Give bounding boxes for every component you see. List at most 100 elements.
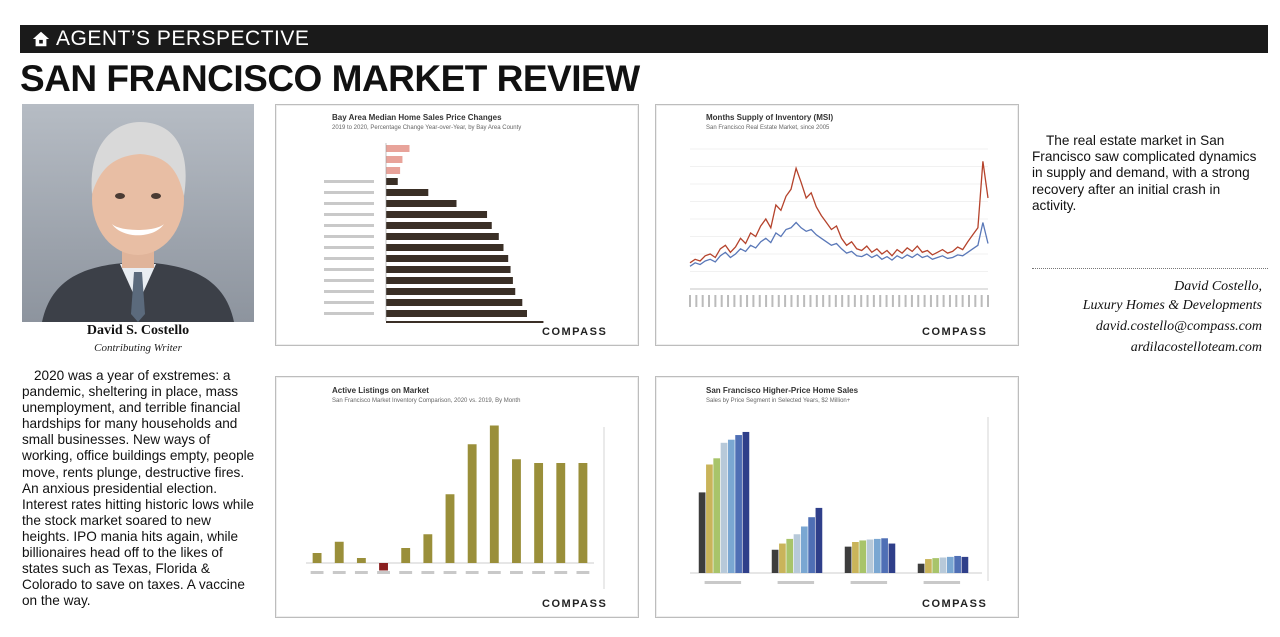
bar — [356, 558, 366, 563]
bar — [946, 556, 954, 573]
bar — [925, 559, 932, 573]
tick-label-placeholder — [860, 295, 863, 307]
signature-website[interactable]: ardilacostelloteam.com — [1130, 340, 1262, 355]
bar — [386, 299, 523, 306]
chart-title: San Francisco Higher-Price Home Sales — [706, 386, 859, 395]
signature-name: David Costello, — [1174, 279, 1262, 294]
chart-higher-price-sales: San Francisco Higher-Price Home Sales Sa… — [655, 376, 1019, 618]
tick-label-placeholder — [790, 295, 793, 307]
tick-label-placeholder — [803, 295, 806, 307]
bar — [386, 277, 513, 284]
bar — [954, 555, 961, 573]
tick-label-placeholder — [923, 295, 926, 307]
compass-logo: COMPASS — [922, 326, 988, 338]
tick-label-placeholder — [942, 295, 945, 307]
bar — [423, 534, 433, 563]
chart-price-changes: Bay Area Median Home Sales Price Changes… — [275, 104, 639, 346]
bar — [866, 539, 874, 573]
tick-label-placeholder — [980, 295, 983, 307]
tick-label-placeholder — [923, 581, 961, 584]
bar — [939, 557, 947, 573]
tick-label-placeholder — [701, 295, 704, 307]
bar — [578, 463, 588, 563]
tick-label-placeholder — [443, 571, 457, 574]
bar — [386, 321, 544, 323]
bar — [386, 266, 511, 273]
tick-label-placeholder — [532, 571, 546, 574]
tick-label-placeholder — [510, 571, 523, 574]
bar — [808, 517, 815, 573]
tick-label-placeholder — [917, 295, 920, 307]
bar — [720, 442, 728, 573]
chart-title: Bay Area Median Home Sales Price Changes — [332, 113, 502, 122]
bar-label-placeholder — [324, 312, 374, 315]
highlight-bar — [386, 156, 403, 163]
bar — [312, 553, 322, 563]
section-label: AGENT’S PERSPECTIVE — [56, 27, 310, 50]
signature-email[interactable]: david.costello@compass.com — [1095, 319, 1262, 334]
tick-label-placeholder — [695, 295, 698, 307]
tick-label-placeholder — [377, 571, 390, 574]
bar-label-placeholder — [324, 191, 374, 194]
tick-label-placeholder — [841, 295, 844, 307]
tick-label-placeholder — [689, 295, 691, 307]
tick-label-placeholder — [809, 295, 812, 307]
tick-label-placeholder — [771, 295, 774, 307]
signature-company: Luxury Homes & Developments — [1082, 298, 1262, 313]
tick-label-placeholder — [777, 295, 780, 307]
bar — [859, 540, 867, 573]
chart-subtitle: San Francisco Real Estate Market, since … — [706, 125, 830, 131]
bar — [706, 464, 713, 573]
tick-label-placeholder — [872, 295, 875, 307]
bar-label-placeholder — [324, 235, 374, 238]
bar-label-placeholder — [324, 279, 374, 282]
bar — [386, 310, 527, 317]
tick-label-placeholder — [853, 295, 856, 307]
bar — [961, 556, 969, 573]
page-title: SAN FRANCISCO MARKET REVIEW — [20, 58, 640, 99]
bar — [815, 507, 823, 573]
bar — [386, 200, 457, 207]
compass-logo: COMPASS — [922, 598, 988, 610]
bar — [917, 563, 925, 573]
series-line — [689, 161, 989, 264]
bar — [844, 546, 852, 573]
highlight-bar — [386, 167, 401, 174]
bar — [512, 459, 521, 563]
bar — [698, 492, 706, 573]
chart-subtitle: San Francisco Market Inventory Compariso… — [332, 398, 521, 404]
tick-label-placeholder — [421, 571, 435, 574]
tick-label-placeholder — [936, 295, 939, 307]
bar — [386, 288, 516, 295]
bar-label-placeholder — [324, 213, 374, 216]
tick-label-placeholder — [784, 295, 787, 307]
bar — [386, 244, 504, 251]
series-line — [689, 221, 989, 267]
article-body: 2020 was a year of exstremes: a pandemic… — [22, 368, 255, 609]
tick-label-placeholder — [929, 295, 932, 307]
tick-label-placeholder — [910, 295, 913, 307]
tick-label-placeholder — [955, 295, 958, 307]
bar — [873, 538, 881, 573]
tick-label-placeholder — [847, 295, 850, 307]
tick-label-placeholder — [822, 295, 825, 307]
chart-plot — [324, 143, 544, 323]
bar-label-placeholder — [324, 180, 374, 183]
author-role: Contributing Writer — [94, 342, 182, 354]
bar — [386, 178, 398, 185]
section-banner: AGENT’S PERSPECTIVE — [20, 25, 1268, 53]
tick-label-placeholder — [554, 571, 568, 574]
bar — [401, 548, 411, 563]
chart-title: Active Listings on Market — [332, 386, 429, 395]
tick-label-placeholder — [777, 581, 815, 584]
bar-label-placeholder — [324, 202, 374, 205]
bar — [786, 538, 794, 573]
tick-label-placeholder — [828, 295, 831, 307]
tick-label-placeholder — [752, 295, 755, 307]
bar — [852, 542, 859, 573]
tick-label-placeholder — [961, 295, 964, 307]
house-icon — [32, 31, 50, 47]
tick-label-placeholder — [815, 295, 818, 307]
bar — [534, 463, 544, 563]
bar — [800, 526, 808, 573]
